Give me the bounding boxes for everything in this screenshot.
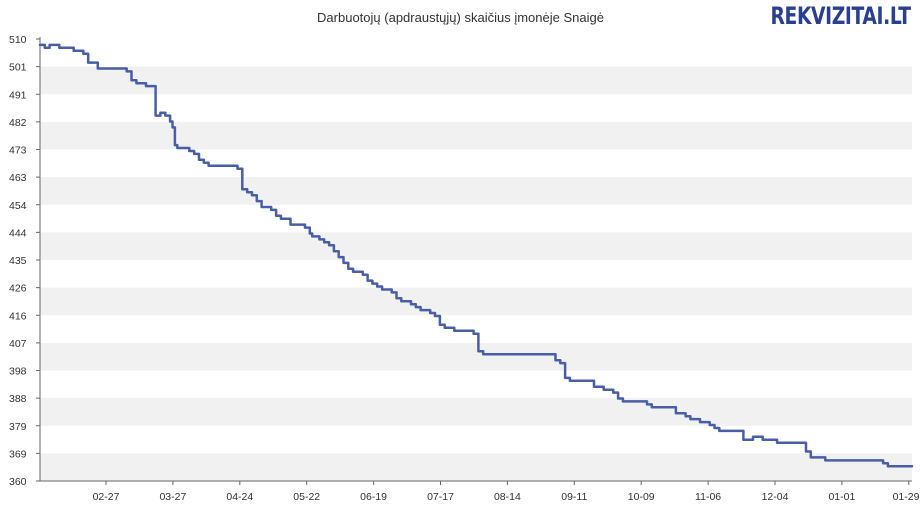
- x-tick-label: 01-29: [893, 491, 920, 503]
- y-tick-label: 435: [9, 255, 27, 267]
- x-tick-label: 01-01: [828, 491, 855, 503]
- y-tick-label: 379: [9, 421, 27, 433]
- x-tick-label: 12-04: [762, 491, 789, 503]
- series-group: [38, 43, 914, 468]
- grid-band: [40, 121, 912, 150]
- brand-logo-text: REKVIZITAI.LT: [770, 2, 912, 30]
- y-tick-label: 407: [9, 338, 27, 350]
- brand-tld: .LT: [883, 2, 911, 30]
- y-tick-label: 398: [9, 366, 27, 378]
- y-tick-label: 416: [9, 310, 27, 322]
- x-tick-label: 08-14: [494, 491, 521, 503]
- grid-band: [40, 453, 912, 481]
- axes: [39, 37, 912, 482]
- x-tick-label: 06-19: [360, 491, 387, 503]
- grid-band: [40, 287, 912, 316]
- grid-band: [40, 66, 912, 95]
- y-tick-label: 454: [9, 200, 27, 212]
- x-tick-label: 09-11: [561, 491, 587, 503]
- y-tick-label: 510: [9, 34, 27, 46]
- y-tick-label: 473: [9, 145, 27, 157]
- y-tick-label: 426: [9, 283, 27, 295]
- brand-name: REKVIZITAI: [770, 2, 884, 30]
- y-tick-label: 491: [9, 89, 27, 101]
- y-tick-label: 501: [9, 62, 27, 74]
- x-axis-ticks: 02-27 03-27 04-24 05-22 06-19 07-17 08-14 09-11…: [93, 481, 920, 503]
- series-line: [38, 43, 914, 468]
- y-tick-label: 444: [9, 227, 27, 239]
- x-tick-label: 04-24: [226, 491, 253, 503]
- y-tick-label: 360: [9, 476, 27, 488]
- y-tick-label: 463: [9, 172, 27, 184]
- x-tick-label: 07-17: [427, 491, 454, 503]
- grid-band: [40, 177, 912, 205]
- y-tick-label: 388: [9, 393, 27, 405]
- brand-logo: REKVIZITAI.LT: [731, 2, 912, 36]
- grid-bands: [40, 66, 912, 481]
- y-tick-label: 482: [9, 117, 27, 129]
- chart-title: Darbuotojų (apdraustųjų) skaičius įmonėj…: [317, 10, 604, 25]
- x-tick-label: 05-22: [293, 491, 320, 503]
- y-axis-ticks: 510 501 491 482 473 463 454 444 435 426 416 407 398 3…: [9, 34, 40, 488]
- y-tick-label: 369: [9, 448, 27, 460]
- grid-band: [40, 342, 912, 371]
- x-tick-label: 03-27: [159, 491, 186, 503]
- x-tick-label: 02-27: [93, 491, 120, 503]
- x-tick-label: 10-09: [628, 491, 655, 503]
- grid-band: [40, 232, 912, 260]
- x-tick-label: 11-06: [695, 491, 721, 503]
- grid-band: [40, 398, 912, 426]
